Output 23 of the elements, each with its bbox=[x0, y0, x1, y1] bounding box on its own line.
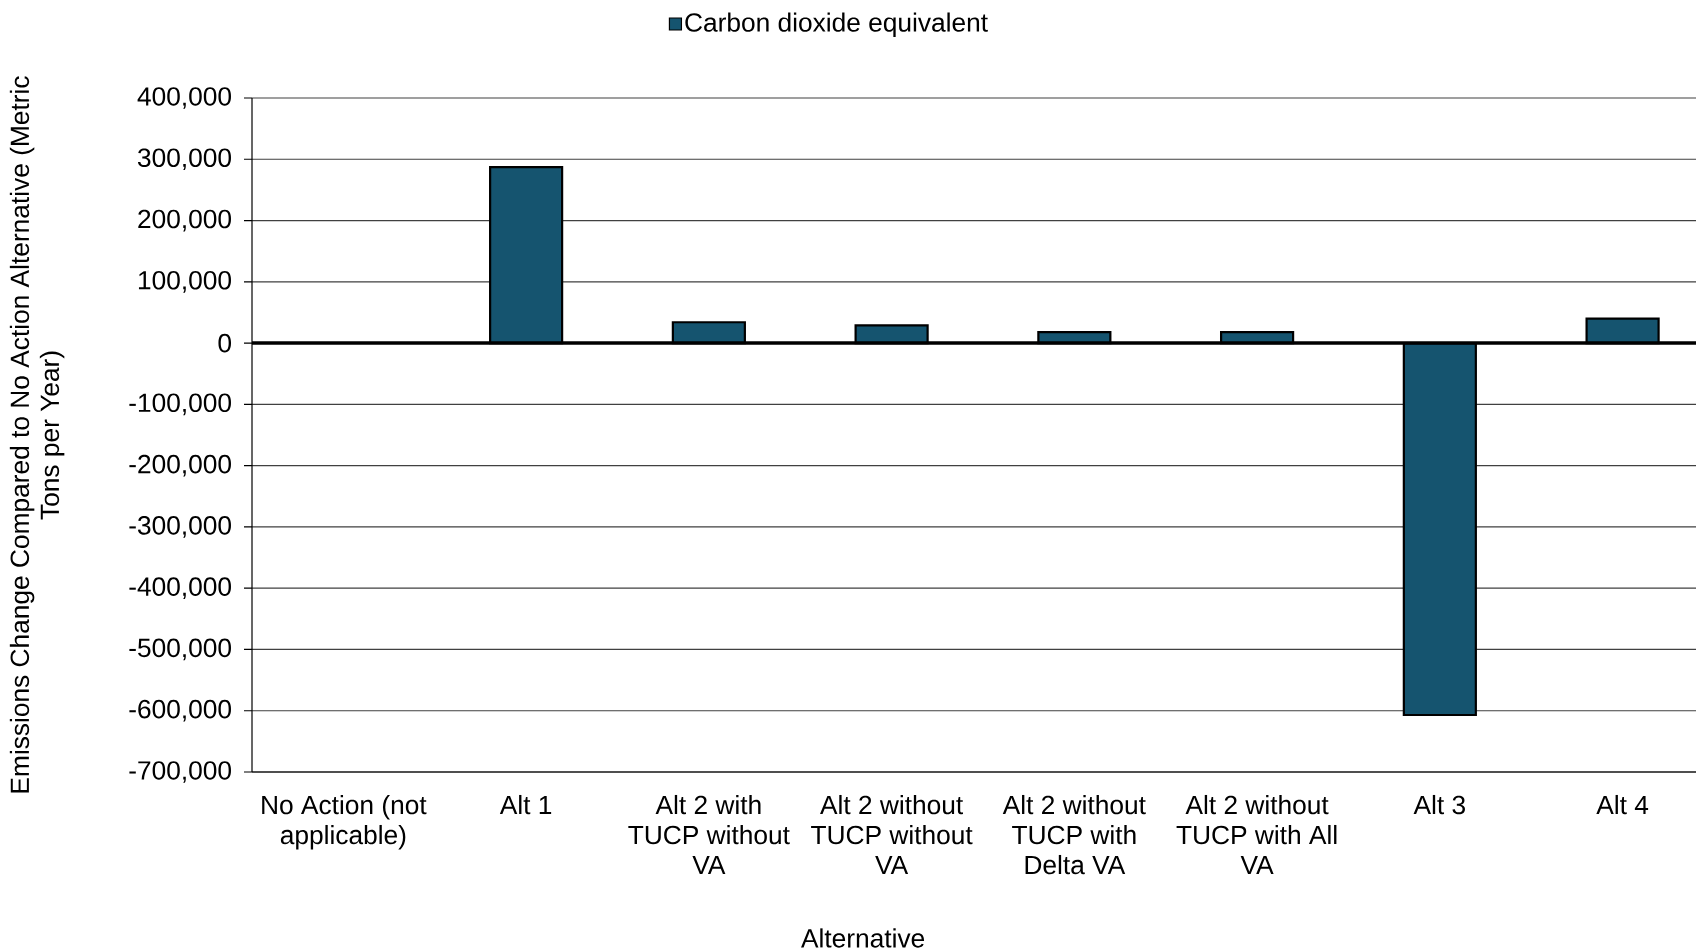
x-tick-label: Alt 2 with TUCP without VA bbox=[628, 794, 790, 875]
y-tick-label: -300,000 bbox=[129, 516, 231, 538]
x-tick-label: No Action (not applicable) bbox=[262, 794, 427, 850]
y-tick-label: -600,000 bbox=[129, 699, 231, 722]
y-tick-label: -100,000 bbox=[129, 393, 231, 416]
y-tick-label: -200,000 bbox=[129, 454, 231, 477]
x-tick-label: Alt 4 bbox=[1596, 794, 1649, 815]
y-tick-label: 0 bbox=[218, 333, 232, 353]
x-tick-label: Alt 2 without TUCP with All VA bbox=[1176, 794, 1337, 875]
x-tick-label: Alt 2 without TUCP without VA bbox=[811, 794, 973, 875]
x-tick-label: Alt 2 without TUCP with Delta VA bbox=[1002, 794, 1146, 875]
y-tick-label: -400,000 bbox=[129, 577, 231, 600]
y-tick-label: 300,000 bbox=[137, 148, 231, 171]
y-tick-label: -700,000 bbox=[129, 761, 231, 783]
legend-label: Carbon dioxide equivalent bbox=[685, 12, 988, 37]
y-tick-label: 100,000 bbox=[138, 270, 231, 293]
x-tick-label: Alt 3 bbox=[1413, 794, 1465, 815]
y-axis-title: Emissions Change Compared to No Action Alternative (Metric Tons per Year) bbox=[9, 76, 65, 793]
y-tick-label: 400,000 bbox=[137, 87, 231, 109]
y-tick-label: 200,000 bbox=[138, 209, 231, 232]
y-tick-label: -500,000 bbox=[129, 638, 231, 661]
x-tick-label: Alt 1 bbox=[499, 794, 552, 815]
x-axis-title: Alternative bbox=[801, 928, 925, 948]
